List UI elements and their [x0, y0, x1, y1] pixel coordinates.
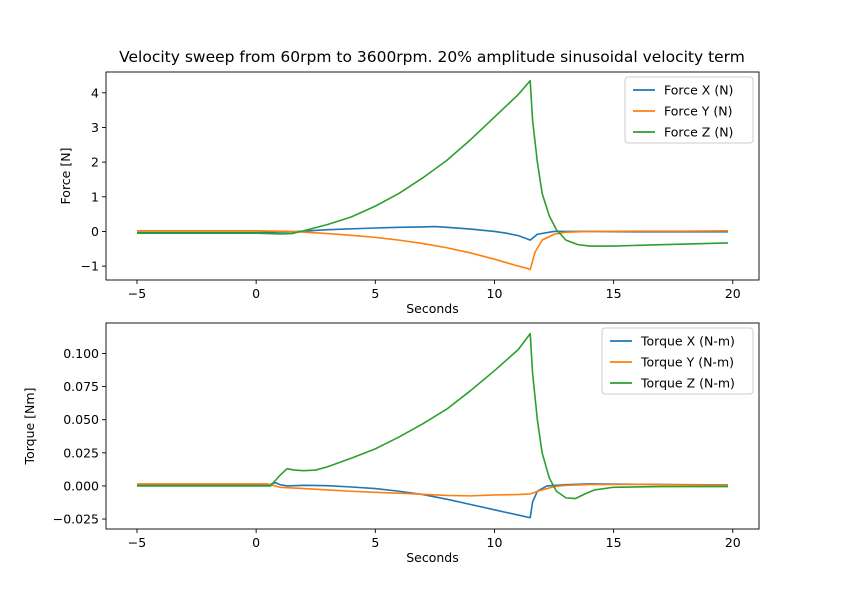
force-y-tick-label: 1 — [91, 189, 99, 204]
force-y-tick-label: −1 — [81, 259, 99, 274]
torque-legend-box — [601, 327, 754, 395]
force-subplot: −5 0 5 10 15 20 −1 0 1 2 3 4 Seconds Force [N] Force X… — [58, 71, 760, 316]
torque-subplot: −5 0 5 10 15 20 −0.025 0.000 0.025 0.050 0.075 0.10… — [22, 322, 760, 565]
torque-series-line-3 — [136, 332, 729, 500]
force-x-tick-label: 0 — [252, 286, 260, 301]
force-legend-entry: Force X (N) — [664, 83, 733, 98]
torque-x-axis-label: Seconds — [406, 550, 459, 565]
force-legend-box — [624, 76, 754, 144]
torque-x-tick-label: −5 — [128, 535, 146, 550]
force-legend-entry: Force Z (N) — [664, 125, 733, 140]
force-x-tick-label: 20 — [725, 286, 741, 301]
force-series-line-3 — [136, 79, 729, 247]
torque-x-tick-label: 5 — [371, 535, 379, 550]
force-series-group — [136, 79, 729, 271]
torque-y-tick-label: 0.100 — [63, 346, 99, 361]
force-x-tick-label: −5 — [128, 286, 146, 301]
torque-y-tick-label: 0.075 — [63, 379, 99, 394]
force-x-tick-label: 10 — [487, 286, 503, 301]
force-y-tick-label: 4 — [91, 85, 99, 100]
torque-y-axis-label: Torque [Nm] — [22, 388, 37, 466]
force-x-tick-label: 15 — [606, 286, 622, 301]
force-legend-entry: Force Y (N) — [664, 104, 733, 119]
torque-y-tick-label: 0.025 — [63, 445, 99, 460]
torque-x-tick-label: 10 — [487, 535, 503, 550]
torque-x-tick-label: 15 — [606, 535, 622, 550]
force-y-tick-label: 2 — [91, 155, 99, 170]
torque-x-tick-label: 20 — [725, 535, 741, 550]
force-series-line-2 — [136, 229, 729, 271]
torque-series-group — [136, 332, 729, 519]
torque-legend-entry: Torque Y (N-m) — [640, 355, 734, 370]
torque-plot-frame — [105, 322, 760, 530]
force-x-axis-label: Seconds — [406, 301, 459, 316]
force-plot-frame — [105, 71, 760, 281]
torque-y-tick-label: −0.025 — [53, 512, 99, 527]
torque-y-tick-label: 0.050 — [63, 412, 99, 427]
force-y-tick-label: 3 — [91, 120, 99, 135]
force-y-axis-label: Force [N] — [58, 148, 73, 205]
force-x-tick-label: 5 — [371, 286, 379, 301]
torque-legend-entry: Torque Z (N-m) — [640, 376, 735, 391]
torque-y-tick-label: 0.000 — [63, 478, 99, 493]
torque-series-line-2 — [136, 483, 729, 497]
figure-title: Velocity sweep from 60rpm to 3600rpm. 20… — [119, 48, 745, 66]
torque-legend-entry: Torque X (N-m) — [640, 334, 735, 349]
torque-x-tick-label: 0 — [252, 535, 260, 550]
force-y-tick-label: 0 — [91, 224, 99, 239]
